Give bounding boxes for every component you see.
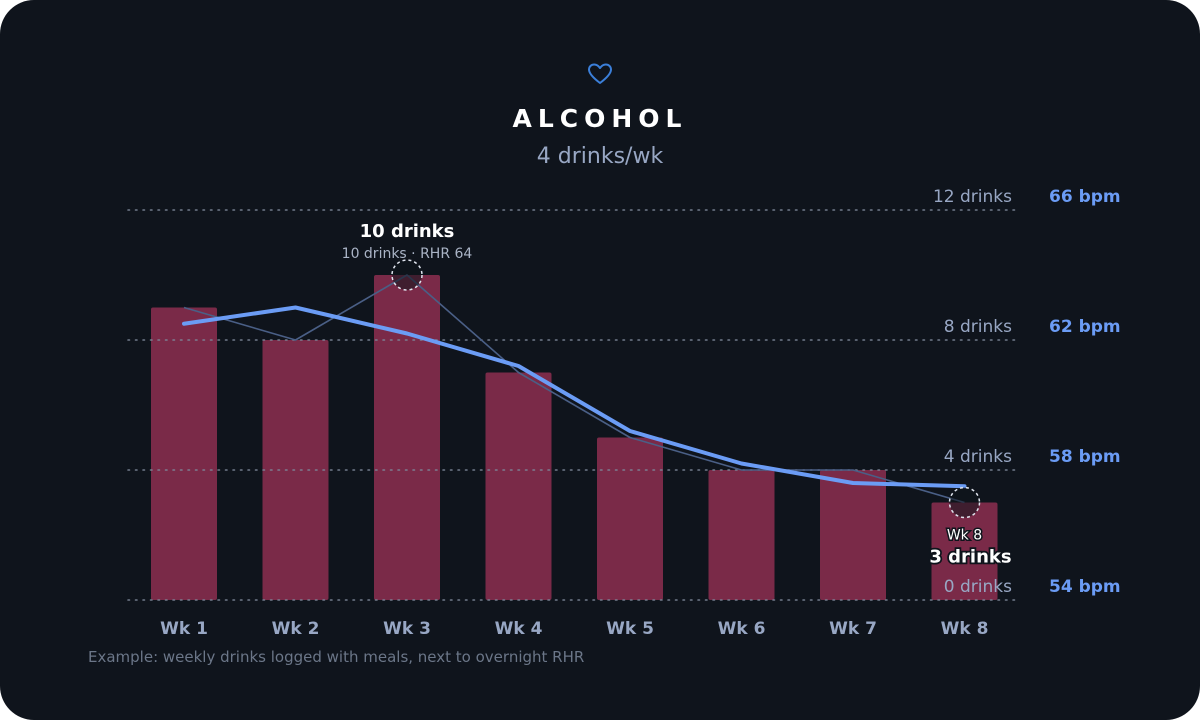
annotation-marker-2: [948, 486, 981, 519]
annotation-label-2: Wk 8: [947, 528, 982, 544]
annotation-headline-2: 3 drinks: [929, 547, 1011, 568]
annotation-headline-1: 10 drinks: [360, 221, 455, 242]
rhr-trend-line: [182, 305, 967, 489]
x-tick-label-7: Wk 7: [829, 619, 877, 639]
right-tick-label-3: 62 bpm: [1049, 317, 1121, 337]
left-tick-label-1: 0 drinks: [944, 577, 1012, 597]
annotation-detail-1: 10 drinks · RHR 64: [342, 246, 473, 262]
bar-1: [151, 307, 217, 600]
left-tick-label-3: 8 drinks: [944, 317, 1012, 337]
annotation-marker-1: [391, 259, 423, 291]
x-tick-label-8: Wk 8: [941, 619, 989, 639]
bar-6: [708, 470, 775, 600]
x-tick-label-3: Wk 3: [383, 619, 431, 639]
bar-2: [262, 340, 329, 600]
chart-title: ALCOHOL: [512, 104, 688, 133]
right-tick-label-1: 54 bpm: [1049, 577, 1121, 597]
bar-4: [485, 372, 552, 600]
rhr-raw-line: [183, 274, 965, 504]
footnote: Example: weekly drinks logged with meals…: [88, 648, 585, 666]
left-tick-label-4: 12 drinks: [933, 187, 1012, 207]
right-tick-label-2: 58 bpm: [1049, 447, 1121, 467]
right-tick-label-4: 66 bpm: [1049, 187, 1121, 207]
bar-3: [374, 275, 440, 600]
x-tick-label-4: Wk 4: [495, 619, 543, 639]
x-tick-label-6: Wk 6: [718, 619, 766, 639]
heart-icon: [588, 63, 612, 84]
bar-7: [820, 470, 886, 600]
chart-subtitle: 4 drinks/wk: [536, 144, 664, 169]
bar-5: [597, 437, 663, 600]
x-tick-label-5: Wk 5: [606, 619, 654, 639]
bar-8: [931, 502, 998, 600]
x-tick-label-2: Wk 2: [272, 619, 320, 639]
left-tick-label-2: 4 drinks: [944, 447, 1012, 467]
x-tick-label-1: Wk 1: [160, 619, 208, 639]
